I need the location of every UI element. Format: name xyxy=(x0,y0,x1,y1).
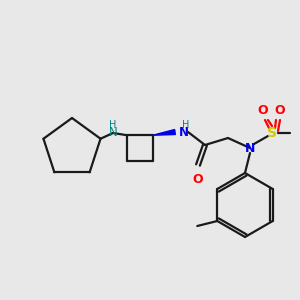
Text: O: O xyxy=(193,173,203,186)
Polygon shape xyxy=(153,130,175,135)
Text: S: S xyxy=(267,126,277,140)
Text: O: O xyxy=(275,103,285,116)
Text: O: O xyxy=(258,103,268,116)
Text: N: N xyxy=(245,142,255,154)
Text: H: H xyxy=(182,120,190,130)
Text: N: N xyxy=(179,125,189,139)
Text: N: N xyxy=(109,127,117,140)
Text: H: H xyxy=(109,120,117,130)
